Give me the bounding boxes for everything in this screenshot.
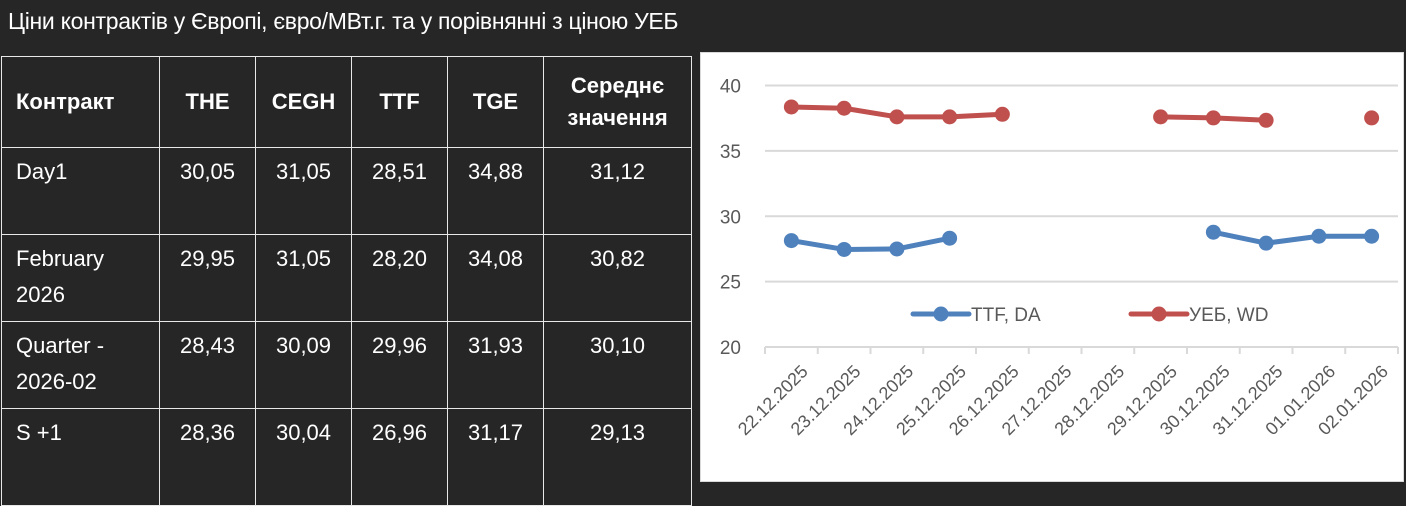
data-point (994, 106, 1010, 122)
y-tick-label: 35 (720, 142, 741, 163)
data-point (783, 233, 799, 249)
data-point (836, 100, 852, 116)
row-label: February 2026 (1, 234, 160, 322)
data-point (942, 109, 958, 125)
row-label: S +1 (1, 408, 160, 506)
header-average-line2: значення (567, 105, 668, 130)
header-average-line1: Середнє (570, 73, 665, 98)
row-label-line2: 2026-02 (16, 369, 97, 394)
row-label-line1: Day1 (16, 159, 68, 184)
series-line (1210, 229, 1375, 246)
legend-label: TTF, DA (971, 305, 1041, 326)
legend-marker (933, 306, 949, 322)
table-cell-value: 31,93 (447, 321, 544, 409)
table-cell-value: 28,43 (159, 321, 256, 409)
series--wd (783, 99, 1380, 128)
data-point (783, 99, 799, 115)
table-cell-value: 30,05 (159, 147, 256, 235)
legend-marker (1151, 306, 1167, 322)
header-cegh: CEGH (255, 56, 352, 148)
y-tick-label: 25 (720, 273, 741, 294)
table-row: Quarter - 2026-02 28,43 30,09 29,96 31,93 30,1… (1, 321, 692, 409)
data-point (1364, 110, 1380, 126)
data-point (1205, 224, 1221, 240)
row-label-line1: S +1 (16, 420, 62, 445)
table-cell-value: 30,04 (255, 408, 352, 506)
data-point (942, 230, 958, 246)
chart-panel: 20 25 30 35 40 22.12.2025 23.12.2025 24.12.2025… (700, 52, 1404, 482)
line-chart: 202530354022.12.202523.12.202524.12.2025… (720, 77, 1399, 439)
table-cell-value: 34,88 (447, 147, 544, 235)
page-title: Ціни контрактів у Європі, євро/МВт.г. та… (8, 8, 679, 34)
data-point (889, 241, 905, 257)
table-cell-value: 29,13 (543, 408, 692, 506)
table-row: S +1 28,36 30,04 26,96 31,17 29,13 (1, 408, 692, 506)
legend-item: УЕБ, WD (1128, 305, 1268, 326)
header-average: Середнє значення (543, 56, 692, 148)
row-label-line1: Quarter - (16, 333, 105, 358)
table-cell-value: 31,12 (543, 147, 692, 235)
table-cell-value: 29,96 (351, 321, 448, 409)
table-cell-value: 30,82 (543, 234, 692, 322)
table-cell-value: 34,08 (447, 234, 544, 322)
table-header-row: Контракт THE CEGH TTF TGE Середнє значенн… (1, 56, 692, 148)
table-cell-value: 31,17 (447, 408, 544, 506)
row-label: Quarter - 2026-02 (1, 321, 160, 409)
legend-item: TTF, DA (910, 305, 1041, 326)
table-cell-value: 28,20 (351, 234, 448, 322)
header-contract: Контракт (1, 56, 160, 148)
table-row: February 2026 29,95 31,05 28,20 34,08 30,82 (1, 234, 692, 322)
header-tge: TGE (447, 56, 544, 148)
data-point (1258, 112, 1274, 128)
table-cell-value: 26,96 (351, 408, 448, 506)
row-label-line1: February (16, 246, 105, 271)
y-tick-label: 20 (720, 338, 741, 359)
row-label: Day1 (1, 147, 160, 235)
table-cell-value: 28,36 (159, 408, 256, 506)
data-point (1205, 110, 1221, 126)
table-row: Day1 30,05 31,05 28,51 34,88 31,12 (1, 147, 692, 235)
series-line (788, 235, 953, 252)
header-ttf: TTF (351, 56, 448, 148)
table-cell-value: 31,05 (255, 147, 352, 235)
row-label-line2: 2026 (16, 282, 65, 307)
table-cell-value: 30,09 (255, 321, 352, 409)
table-cell-value: 28,51 (351, 147, 448, 235)
table-cell-value: 29,95 (159, 234, 256, 322)
y-tick-label: 30 (720, 207, 741, 228)
y-tick-label: 40 (720, 77, 741, 98)
data-point (1311, 228, 1327, 244)
legend-label: УЕБ, WD (1189, 305, 1268, 326)
header-the: THE (159, 56, 256, 148)
table-cell-value: 31,05 (255, 234, 352, 322)
data-point (836, 241, 852, 257)
table-cell-value: 30,10 (543, 321, 692, 409)
data-point (1258, 235, 1274, 251)
data-point (1153, 109, 1169, 125)
series-ttf-da (783, 224, 1380, 257)
data-point (1364, 228, 1380, 244)
contract-prices-table: Контракт THE CEGH TTF TGE Середнє значенн… (1, 56, 692, 506)
data-point (889, 109, 905, 125)
